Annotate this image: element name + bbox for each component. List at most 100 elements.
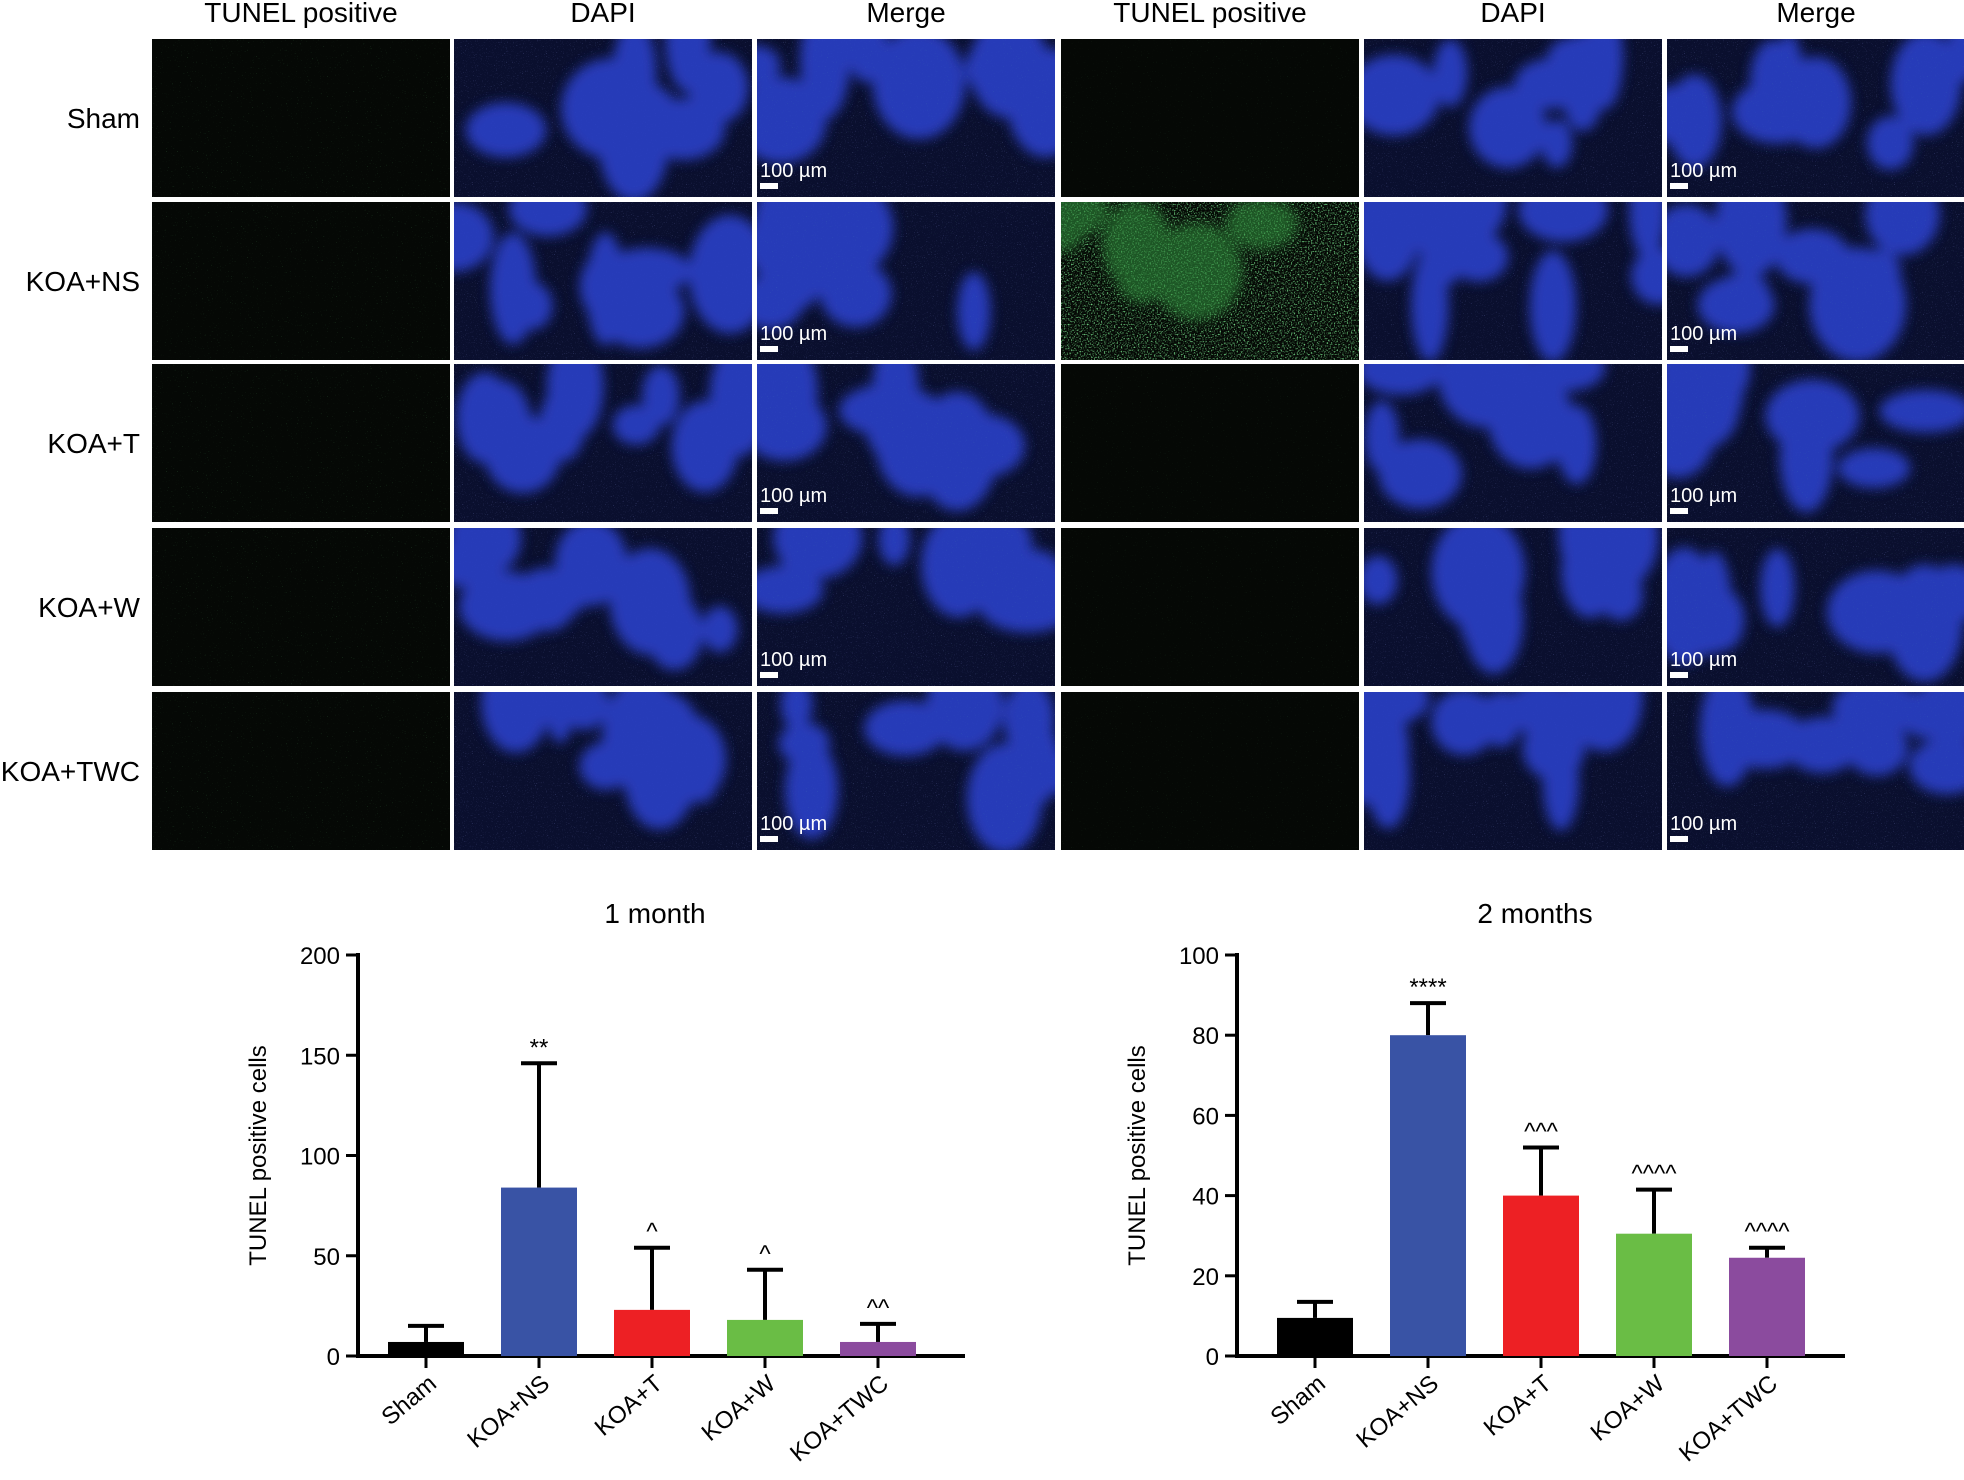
y-tick-label: 0: [327, 1344, 340, 1371]
bar: [1390, 1035, 1466, 1356]
scale-bar: [1670, 508, 1688, 514]
micrograph-panel: 100 µm: [1667, 692, 1964, 850]
column-header: TUNEL positive: [1113, 0, 1306, 28]
y-tick-label: 80: [1192, 1023, 1219, 1050]
micrograph-panel: [152, 692, 450, 850]
bar: [1277, 1317, 1353, 1356]
chart-2-months: 2 months TUNEL positive cells 0 20 40 60 80 100…: [1124, 898, 1845, 1467]
y-tick-label: 200: [300, 943, 340, 970]
y-tick-label: 20: [1192, 1264, 1219, 1291]
scale-bar-label: 100 µm: [1670, 323, 1737, 345]
significance-label: ^^^: [1524, 1118, 1559, 1145]
micrograph-panel: [1061, 39, 1359, 197]
chart-title: 1 month: [604, 898, 705, 929]
x-tick-label: Sham: [376, 1370, 441, 1431]
significance-label: ****: [1409, 974, 1446, 1001]
micrograph-panel: 100 µm: [757, 202, 1055, 360]
y-tick-label: 100: [1179, 943, 1219, 970]
scale-bar-label: 100 µm: [760, 813, 827, 835]
y-axis-label: TUNEL positive cells: [245, 1045, 272, 1266]
micrograph-panel: [1364, 692, 1662, 850]
row-label: KOA+TWC: [1, 756, 140, 787]
column-header: DAPI: [1480, 0, 1545, 28]
x-tick-label: KOA+T: [590, 1370, 668, 1442]
micrograph-panel: [1061, 692, 1359, 850]
micrograph-panel: [454, 364, 752, 522]
significance-label: ^^^^: [1631, 1161, 1677, 1188]
bar: [727, 1319, 803, 1356]
micrograph-panel: [1061, 528, 1359, 686]
micrograph-panel: 100 µm: [757, 39, 1055, 197]
column-header: Merge: [1776, 0, 1855, 28]
y-tick-label: 0: [1206, 1344, 1219, 1371]
bar: [1616, 1233, 1692, 1356]
micrograph-panel: 100 µm: [1667, 202, 1964, 360]
micrograph-panel: [1364, 364, 1662, 522]
micrograph-panel: [152, 39, 450, 197]
x-tick-label: KOA+TWC: [1674, 1370, 1783, 1467]
column-header: Merge: [866, 0, 945, 28]
significance-label: ^^^^: [1744, 1219, 1790, 1246]
bar: [840, 1341, 916, 1356]
scale-bar: [760, 508, 778, 514]
micrograph-panel: [1364, 528, 1662, 686]
column-header: DAPI: [570, 0, 635, 28]
micrograph-panel: 100 µm: [757, 692, 1055, 850]
micrograph-panel: [454, 39, 752, 197]
column-header: TUNEL positive: [204, 0, 397, 28]
row-label: KOA+NS: [26, 266, 140, 297]
bar: [614, 1309, 690, 1356]
micrograph-panel: [454, 202, 752, 360]
micrograph-grid: TUNEL positive DAPI Merge TUNEL positive DAP…: [1, 0, 1964, 850]
micrograph-panel: [1061, 364, 1359, 522]
micrograph-panel: [1364, 202, 1662, 360]
chart-1-month: 1 month TUNEL positive cells 0 50 100 150 200 S…: [245, 898, 965, 1467]
micrograph-panel: 100 µm: [1667, 364, 1964, 522]
bar: [388, 1341, 464, 1356]
scale-bar: [760, 836, 778, 842]
bar: [501, 1187, 577, 1356]
micrograph-panel: [152, 528, 450, 686]
significance-label: **: [530, 1034, 549, 1061]
micrograph-panel: [152, 364, 450, 522]
scale-bar: [1670, 672, 1688, 678]
x-tick-label: KOA+NS: [462, 1370, 554, 1454]
y-tick-label: 150: [300, 1043, 340, 1070]
y-tick-label: 60: [1192, 1103, 1219, 1130]
y-axis-label: TUNEL positive cells: [1124, 1045, 1151, 1266]
micrograph-panel: 100 µm: [757, 528, 1055, 686]
scale-bar-label: 100 µm: [760, 649, 827, 671]
row-label: KOA+W: [38, 592, 140, 623]
scale-bar: [760, 672, 778, 678]
scale-bar-label: 100 µm: [1670, 813, 1737, 835]
micrograph-panel: 100 µm: [1667, 528, 1964, 686]
scale-bar-label: 100 µm: [760, 485, 827, 507]
scale-bar: [1670, 346, 1688, 352]
chart-title: 2 months: [1477, 898, 1592, 929]
micrograph-panel: [454, 692, 752, 850]
micrograph-panel: [1364, 39, 1662, 197]
micrograph-panel: [454, 528, 752, 686]
significance-label: ^^: [867, 1295, 890, 1322]
y-tick-label: 50: [313, 1244, 340, 1271]
scale-bar-label: 100 µm: [760, 160, 827, 182]
scale-bar-label: 100 µm: [1670, 649, 1737, 671]
scale-bar: [760, 183, 778, 189]
bar: [1503, 1195, 1579, 1356]
y-tick-label: 100: [300, 1144, 340, 1171]
micrograph-panel: [152, 202, 450, 360]
micrograph-panel: 100 µm: [1667, 39, 1964, 197]
significance-label: ^: [646, 1219, 658, 1246]
row-label: Sham: [67, 103, 140, 134]
scale-bar: [1670, 836, 1688, 842]
scale-bar: [1670, 183, 1688, 189]
x-tick-label: KOA+TWC: [785, 1370, 894, 1467]
bar: [1729, 1257, 1805, 1356]
row-label: KOA+T: [47, 428, 140, 459]
scale-bar-label: 100 µm: [1670, 160, 1737, 182]
micrograph-panel: 100 µm: [757, 364, 1055, 522]
x-tick-label: Sham: [1265, 1370, 1330, 1431]
x-tick-label: KOA+NS: [1351, 1370, 1443, 1454]
micrograph-panel: [1061, 202, 1359, 360]
